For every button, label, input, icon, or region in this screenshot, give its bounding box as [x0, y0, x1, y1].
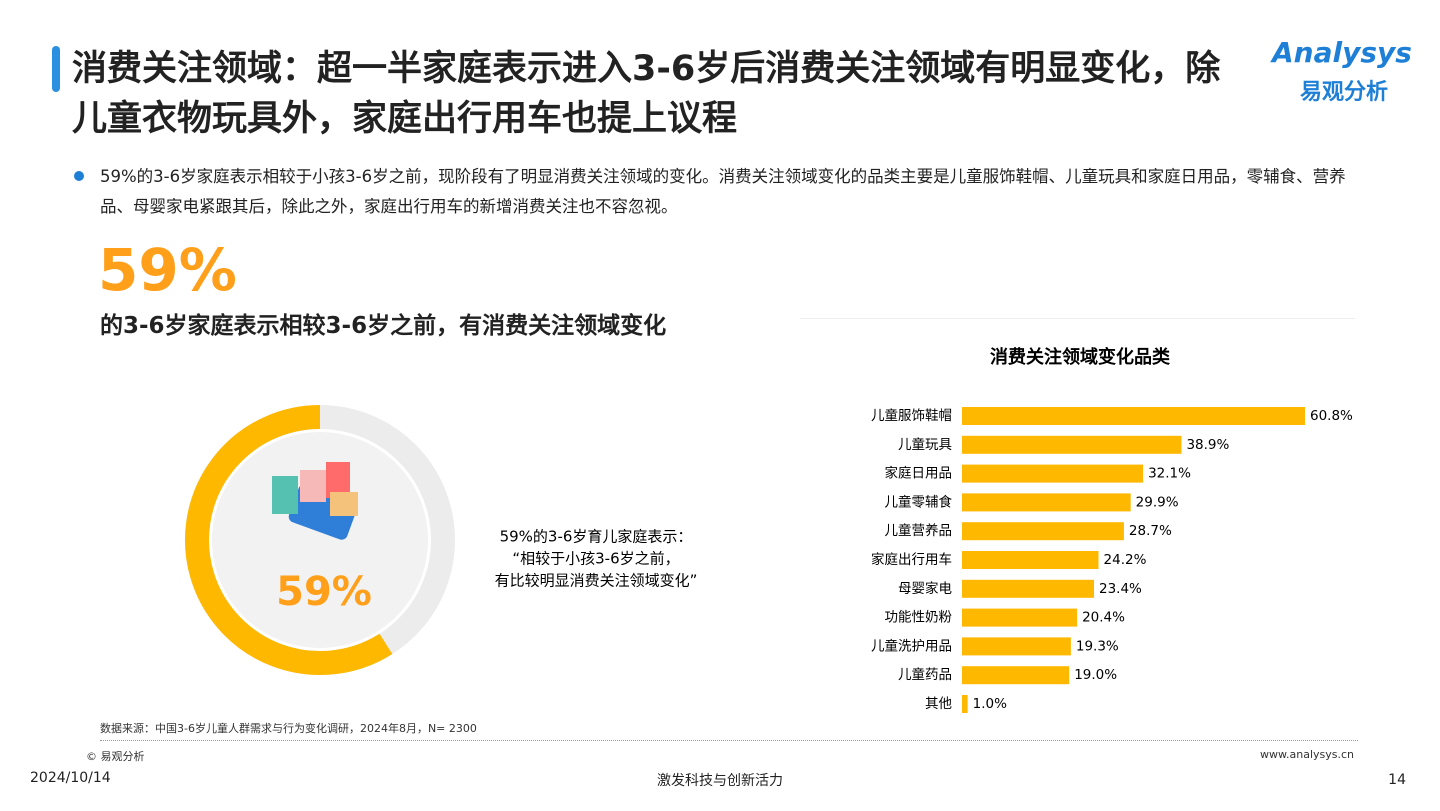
donut-inner	[212, 432, 428, 648]
value-label: 60.8%	[1310, 408, 1353, 424]
source: 数据来源：中国3-6岁儿童人群需求与行为变化调研，2024年8月，N= 2300	[100, 722, 477, 735]
logo-cn: 易观分析	[1300, 80, 1389, 105]
shopping-icon	[272, 462, 358, 540]
value-label: 19.0%	[1074, 667, 1117, 683]
category-label: 其他	[925, 696, 952, 712]
bar	[962, 522, 1124, 541]
value-label: 1.0%	[973, 696, 1007, 712]
value-label: 38.9%	[1186, 437, 1229, 453]
donut-annotation: “相较于小孩3-6岁之前，	[512, 550, 679, 568]
category-label: 儿童营养品	[885, 522, 953, 539]
bar	[962, 493, 1131, 512]
category-label: 儿童零辅食	[885, 493, 953, 510]
category-label: 家庭日用品	[885, 465, 953, 482]
copyright: © 易观分析	[86, 750, 145, 763]
bullet-text: 59%的3-6岁家庭表示相较于小孩3-6岁之前，现阶段有了明显消费关注领域的变化…	[100, 167, 1346, 216]
highlight-text: 的3-6岁家庭表示相较3-6岁之前，有消费关注领域变化	[100, 313, 667, 339]
bar	[962, 407, 1305, 425]
donut-arc	[185, 405, 393, 675]
bar	[962, 666, 1070, 685]
category-label: 家庭出行用车	[871, 551, 952, 568]
highlight-number: 59%	[98, 236, 237, 304]
category-label: 功能性奶粉	[885, 610, 953, 626]
bar	[962, 695, 968, 713]
category-label: 儿童药品	[898, 666, 952, 683]
title-accent	[52, 46, 60, 92]
logo-en: Analysys	[1272, 36, 1412, 69]
bullet-dot	[74, 171, 84, 181]
value-label: 19.3%	[1076, 638, 1119, 654]
footer-line	[100, 740, 1358, 741]
value-label: 32.1%	[1148, 466, 1191, 482]
bar	[962, 579, 1095, 598]
value-label: 23.4%	[1099, 581, 1142, 597]
bar	[962, 608, 1078, 627]
chart-title: 消费关注领域变化品类	[990, 346, 1171, 368]
slide-title: 消费关注领域：超一半家庭表示进入3-6岁后消费关注领域有明显变化，除儿童衣物玩具…	[72, 49, 1221, 139]
category-label: 儿童洗护用品	[871, 637, 952, 654]
website: www.analysys.cn	[1260, 748, 1354, 761]
category-label: 儿童服饰鞋帽	[871, 407, 952, 424]
bar	[962, 464, 1144, 483]
donut-annotation: 有比较明显消费关注领域变化”	[495, 572, 698, 590]
value-label: 28.7%	[1129, 523, 1172, 539]
category-label: 儿童玩具	[898, 436, 952, 453]
value-label: 29.9%	[1136, 494, 1179, 510]
divider	[800, 318, 1355, 319]
value-label: 24.2%	[1104, 552, 1147, 568]
bar	[962, 435, 1182, 454]
bar	[962, 637, 1071, 656]
value-label: 20.4%	[1082, 610, 1125, 626]
category-label: 母婴家电	[898, 580, 952, 597]
donut-annotation: 59%的3-6岁育儿家庭表示：	[500, 528, 693, 546]
slogan: 激发科技与创新活力	[657, 773, 783, 789]
donut-center-label: 59%	[276, 569, 372, 615]
page-number: 14	[1388, 772, 1406, 788]
date: 2024/10/14	[30, 770, 111, 786]
bar	[962, 551, 1099, 569]
